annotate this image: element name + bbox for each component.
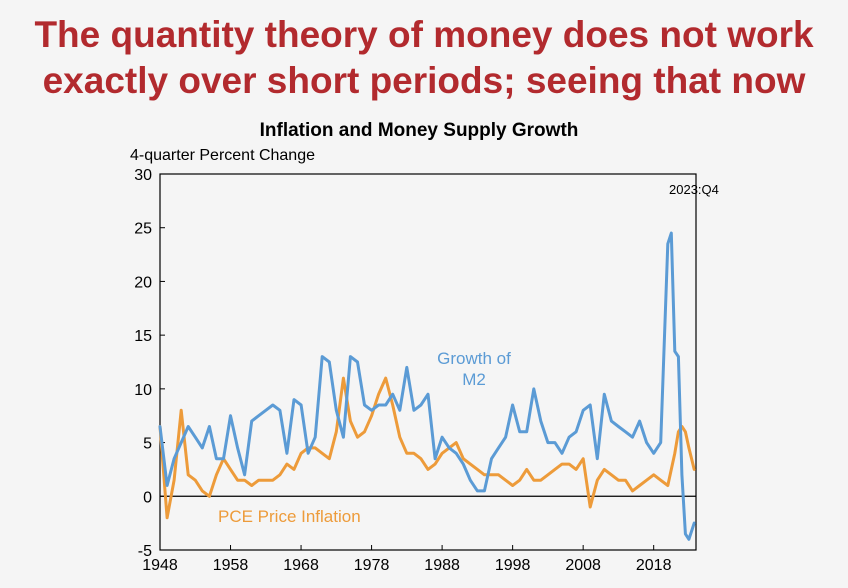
x-tick-label: 1988 <box>424 557 460 574</box>
y-tick-label: -5 <box>138 543 152 560</box>
slide-headline: The quantity theory of money does not wo… <box>0 12 848 104</box>
y-tick-label: 20 <box>134 274 152 291</box>
x-tick-label: 2018 <box>636 557 672 574</box>
y-tick-label: 10 <box>134 382 152 399</box>
x-tick-label: 1998 <box>495 557 531 574</box>
series-group <box>158 231 696 541</box>
x-tick-label: 2008 <box>565 557 601 574</box>
y-tick-label: 30 <box>134 167 152 184</box>
plot-frame <box>159 173 697 551</box>
y-axis-label: 4-quarter Percent Change <box>130 147 315 164</box>
y-axis: -5 0 5 10 15 20 25 30 <box>134 167 165 560</box>
x-axis: 1948 1958 1968 1978 1988 1998 2008 2018 <box>142 545 672 574</box>
series-label-m2-line1: Growth of <box>437 349 511 368</box>
chart-title: Inflation and Money Supply Growth <box>260 120 579 141</box>
y-tick-label: 0 <box>143 489 152 506</box>
y-tick-label: 15 <box>134 328 152 345</box>
series-label-pce: PCE Price Inflation <box>218 507 361 526</box>
y-tick-label: 5 <box>143 436 152 453</box>
date-annotation: 2023:Q4 <box>669 182 719 197</box>
x-tick-label: 1958 <box>213 557 249 574</box>
headline-line-1: The quantity theory of money does not wo… <box>34 14 814 55</box>
x-tick-label: 1968 <box>283 557 319 574</box>
series-line-pce-inflation <box>158 376 696 520</box>
series-label-m2-line2: M2 <box>462 370 486 389</box>
x-tick-label: 1948 <box>142 557 178 574</box>
y-tick-label: 25 <box>134 221 152 238</box>
headline-line-2: exactly over short periods; seeing that … <box>42 60 806 101</box>
x-tick-label: 1978 <box>354 557 390 574</box>
series-line-m2-growth <box>158 231 696 541</box>
